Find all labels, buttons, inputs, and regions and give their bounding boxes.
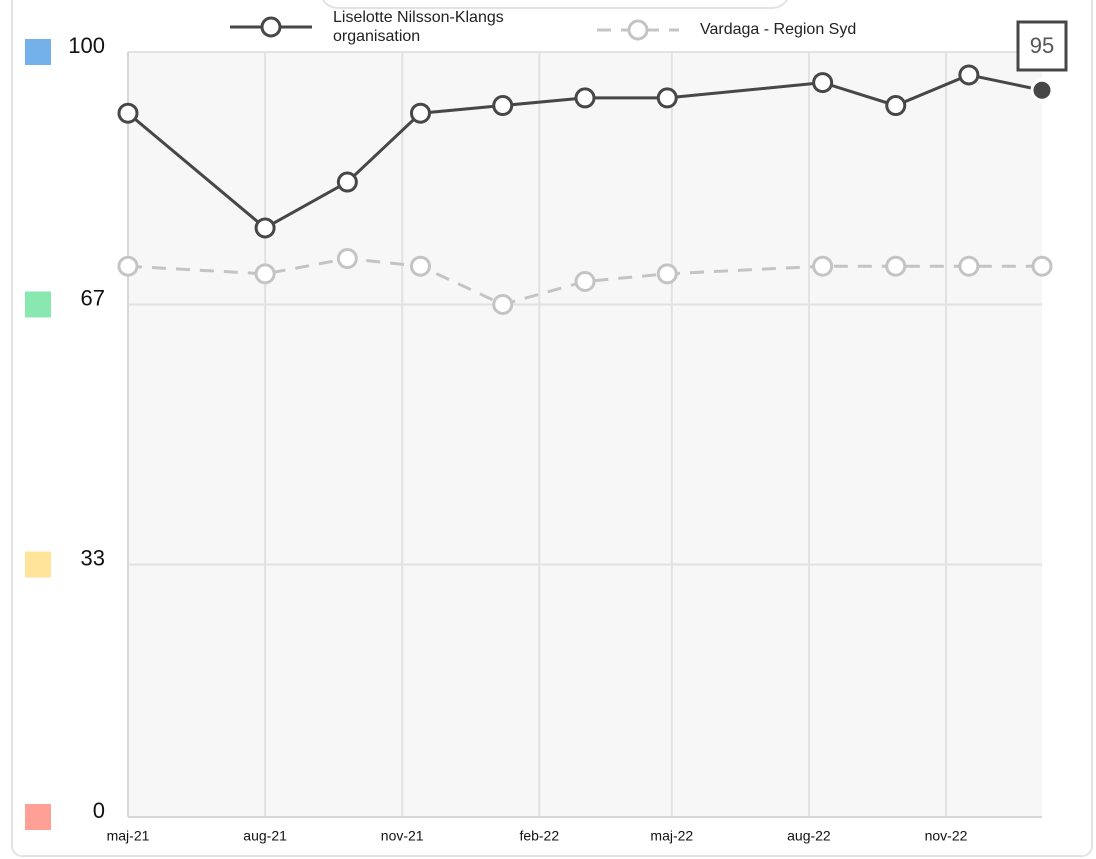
data-point [117, 255, 139, 277]
x-tick-label: maj-21 [107, 828, 150, 844]
plot-background [128, 52, 1042, 817]
y-tick-label: 67 [81, 285, 105, 310]
data-point [1031, 255, 1053, 277]
data-point [492, 95, 514, 117]
y-tick-label: 0 [93, 798, 105, 823]
data-point [958, 64, 980, 86]
legend-marker [627, 19, 649, 41]
y-tick-swatch [25, 39, 51, 65]
y-tick-swatch [25, 804, 51, 830]
data-point [574, 271, 596, 292]
data-point [254, 263, 276, 285]
data-point [656, 87, 678, 109]
legend-label: Liselotte Nilsson-Klangs organisation [333, 9, 504, 45]
data-point [117, 102, 139, 124]
data-point [812, 72, 834, 94]
value-label: 95 [1030, 33, 1054, 58]
top-tab [321, 0, 789, 9]
data-point [885, 255, 907, 277]
data-point [336, 248, 358, 270]
y-tick-label: 33 [81, 545, 105, 570]
x-tick-label: aug-21 [243, 828, 287, 844]
legend-marker [260, 16, 282, 38]
data-point [812, 255, 834, 277]
x-tick-label: nov-21 [381, 828, 424, 844]
value-label-box [1016, 20, 1068, 72]
data-point [574, 87, 596, 109]
data-point [492, 293, 514, 315]
data-point [885, 95, 907, 117]
data-point [336, 171, 358, 193]
data-point [254, 217, 276, 239]
y-tick-label: 100 [68, 33, 105, 58]
data-point [409, 255, 431, 277]
y-tick-swatch [25, 291, 51, 318]
x-tick-label: nov-22 [925, 828, 968, 844]
series-line [127, 257, 1042, 307]
data-point [958, 255, 980, 277]
x-tick-label: feb-22 [519, 828, 559, 844]
x-tick-label: maj-22 [650, 828, 693, 844]
y-tick-swatch [25, 551, 51, 578]
data-point [409, 102, 431, 124]
data-point [1030, 78, 1054, 102]
x-tick-label: aug-22 [787, 828, 831, 844]
data-point [656, 263, 678, 285]
legend-label: Vardaga - Region Syd [700, 21, 857, 38]
